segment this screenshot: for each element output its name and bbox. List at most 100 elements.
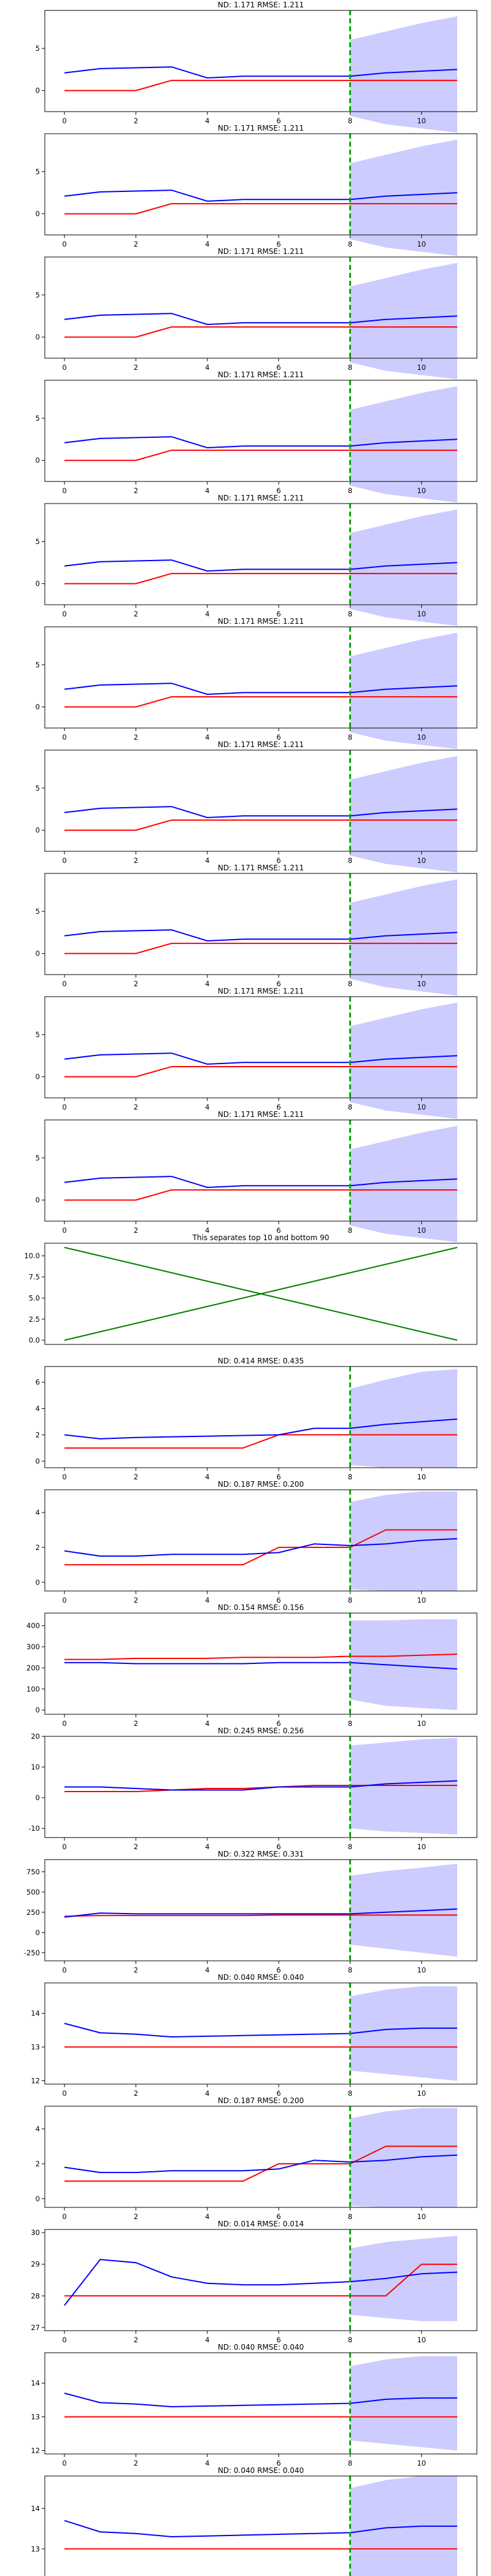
forecast-line bbox=[64, 1780, 458, 1791]
x-tick-label: 0 bbox=[62, 1473, 66, 1481]
y-tick-label: -250 bbox=[24, 1949, 40, 1957]
chart-panel-21: ND: 0.040 RMSE: 0.04013140246810 bbox=[31, 2466, 477, 2576]
confidence-band bbox=[350, 2356, 457, 2451]
y-tick-label: 0 bbox=[36, 2195, 40, 2203]
x-tick-label: 6 bbox=[276, 2336, 280, 2344]
forecast-line bbox=[64, 313, 458, 326]
y-tick-label: 5 bbox=[36, 291, 40, 299]
x-tick-label: 2 bbox=[134, 1473, 138, 1481]
axes-frame bbox=[44, 1612, 477, 1715]
x-tick-label: 8 bbox=[348, 1596, 352, 1604]
x-tick-label: 8 bbox=[348, 2212, 352, 2221]
y-tick-label: 2 bbox=[36, 1543, 40, 1552]
chart-title: ND: 0.187 RMSE: 0.200 bbox=[218, 2096, 304, 2105]
confidence-band bbox=[350, 139, 457, 256]
y-tick-label: 12 bbox=[31, 2447, 40, 2455]
confidence-band bbox=[350, 632, 457, 749]
x-tick-label: 4 bbox=[205, 2089, 209, 2098]
chart-title: ND: 1.171 RMSE: 1.211 bbox=[218, 1110, 304, 1119]
forecast-line bbox=[64, 66, 458, 79]
chart-title: ND: 0.245 RMSE: 0.256 bbox=[218, 1727, 304, 1735]
x-tick-label: 4 bbox=[205, 610, 209, 618]
axes-frame bbox=[44, 503, 477, 605]
y-tick-label: 500 bbox=[26, 1888, 40, 1896]
actual-line bbox=[64, 80, 457, 91]
axes-frame bbox=[44, 996, 477, 1098]
confidence-band bbox=[350, 1369, 457, 1468]
y-tick-label: 5 bbox=[36, 784, 40, 792]
y-tick-label: 29 bbox=[31, 2260, 40, 2269]
x-tick-label: 8 bbox=[348, 1719, 352, 1728]
forecast-line bbox=[64, 2023, 457, 2038]
x-tick-label: 6 bbox=[276, 856, 280, 865]
confidence-band bbox=[350, 756, 457, 873]
x-tick-label: 10 bbox=[417, 979, 426, 988]
chart-title: ND: 0.014 RMSE: 0.014 bbox=[218, 2220, 304, 2228]
x-tick-label: 4 bbox=[205, 486, 209, 495]
chart-panel-18: ND: 0.187 RMSE: 0.200 0 2 4 0 2 4 6 8 10 bbox=[36, 2096, 477, 2221]
y-tick-label: 27 bbox=[31, 2323, 40, 2332]
x-tick-label: 8 bbox=[348, 1226, 352, 1235]
y-tick-label: 4 bbox=[36, 1405, 40, 1413]
axes-frame bbox=[44, 1736, 477, 1838]
x-tick-label: 0 bbox=[62, 733, 66, 742]
axes-frame bbox=[44, 256, 477, 359]
chart-panel-6: ND: 1.171 RMSE: 1.211 0 5 0 2 4 6 8 10 bbox=[36, 617, 477, 749]
x-tick-label: 0 bbox=[62, 979, 66, 988]
y-tick-label: 0 bbox=[36, 1793, 40, 1802]
x-tick-label: 6 bbox=[276, 2089, 280, 2098]
chart-title: ND: 0.040 RMSE: 0.040 bbox=[218, 2466, 304, 2475]
chart-panel-8: ND: 1.171 RMSE: 1.211 0 5 0 2 4 6 8 10 bbox=[36, 864, 477, 996]
x-tick-label: 6 bbox=[276, 1473, 280, 1481]
actual-line bbox=[64, 1529, 457, 1566]
axes-frame bbox=[44, 626, 477, 729]
confidence-band bbox=[350, 2476, 457, 2576]
chart-panel-20: ND: 0.040 RMSE: 0.040 12 13 14 0 2 4 6 8 10 bbox=[31, 2343, 477, 2467]
confidence-band bbox=[350, 1863, 457, 1957]
x-tick-label: 8 bbox=[348, 240, 352, 248]
x-tick-label: 8 bbox=[348, 363, 352, 372]
x-tick-label: 8 bbox=[348, 117, 352, 125]
chart-panel-19: ND: 0.014 RMSE: 0.014 27 28 29 30 0 2 4 6 8 10 bbox=[31, 2220, 477, 2344]
x-tick-label: 8 bbox=[348, 2336, 352, 2344]
x-tick-label: 10 bbox=[417, 363, 426, 372]
y-tick-label: 0 bbox=[36, 1457, 40, 1465]
chart-panel-17: ND: 0.040 RMSE: 0.040 12 13 14 0 2 4 6 8 10 bbox=[31, 1973, 477, 2098]
confidence-band bbox=[350, 879, 457, 996]
x-tick-label: 6 bbox=[276, 733, 280, 742]
y-tick-label: 0 bbox=[36, 949, 40, 958]
x-tick-label: 4 bbox=[205, 733, 209, 742]
x-tick-label: 8 bbox=[348, 1103, 352, 1111]
y-tick-label: 100 bbox=[26, 1685, 40, 1693]
y-tick-label: 0 bbox=[36, 86, 40, 95]
chart-title: ND: 1.171 RMSE: 1.211 bbox=[218, 247, 304, 256]
y-tick-label: 200 bbox=[26, 1663, 40, 1672]
y-tick-label: 5 bbox=[36, 661, 40, 669]
x-tick-label: 4 bbox=[205, 1842, 209, 1851]
forecast-line bbox=[64, 683, 458, 696]
chart-title: This separates top 10 and bottom 90 bbox=[192, 1233, 330, 1242]
x-tick-label: 2 bbox=[134, 1966, 138, 1974]
y-tick-label: 0 bbox=[36, 1706, 40, 1714]
x-tick-label: 10 bbox=[417, 610, 426, 618]
x-tick-label: 4 bbox=[205, 1103, 209, 1111]
actual-line bbox=[64, 326, 457, 338]
x-tick-label: 0 bbox=[62, 486, 66, 495]
x-tick-label: 2 bbox=[134, 363, 138, 372]
chart-title: ND: 0.187 RMSE: 0.200 bbox=[218, 1480, 304, 1489]
x-tick-label: 4 bbox=[205, 979, 209, 988]
axes-frame bbox=[44, 1982, 477, 2085]
y-tick-label: 7.5 bbox=[29, 1273, 40, 1281]
axes-frame bbox=[44, 1489, 477, 1592]
axes-frame bbox=[44, 1119, 477, 1222]
x-tick-label: 0 bbox=[62, 2089, 66, 2098]
chart-title: ND: 1.171 RMSE: 1.211 bbox=[218, 1, 304, 9]
y-tick-label: 0 bbox=[36, 333, 40, 342]
x-tick-label: 0 bbox=[62, 117, 66, 125]
chart-title: ND: 1.171 RMSE: 1.211 bbox=[218, 617, 304, 626]
y-tick-label: 13 bbox=[31, 2043, 40, 2052]
x-tick-label: 4 bbox=[205, 363, 209, 372]
y-tick-label: 0 bbox=[36, 1073, 40, 1081]
x-tick-label: 4 bbox=[205, 1719, 209, 1728]
x-tick-label: 4 bbox=[205, 1966, 209, 1974]
